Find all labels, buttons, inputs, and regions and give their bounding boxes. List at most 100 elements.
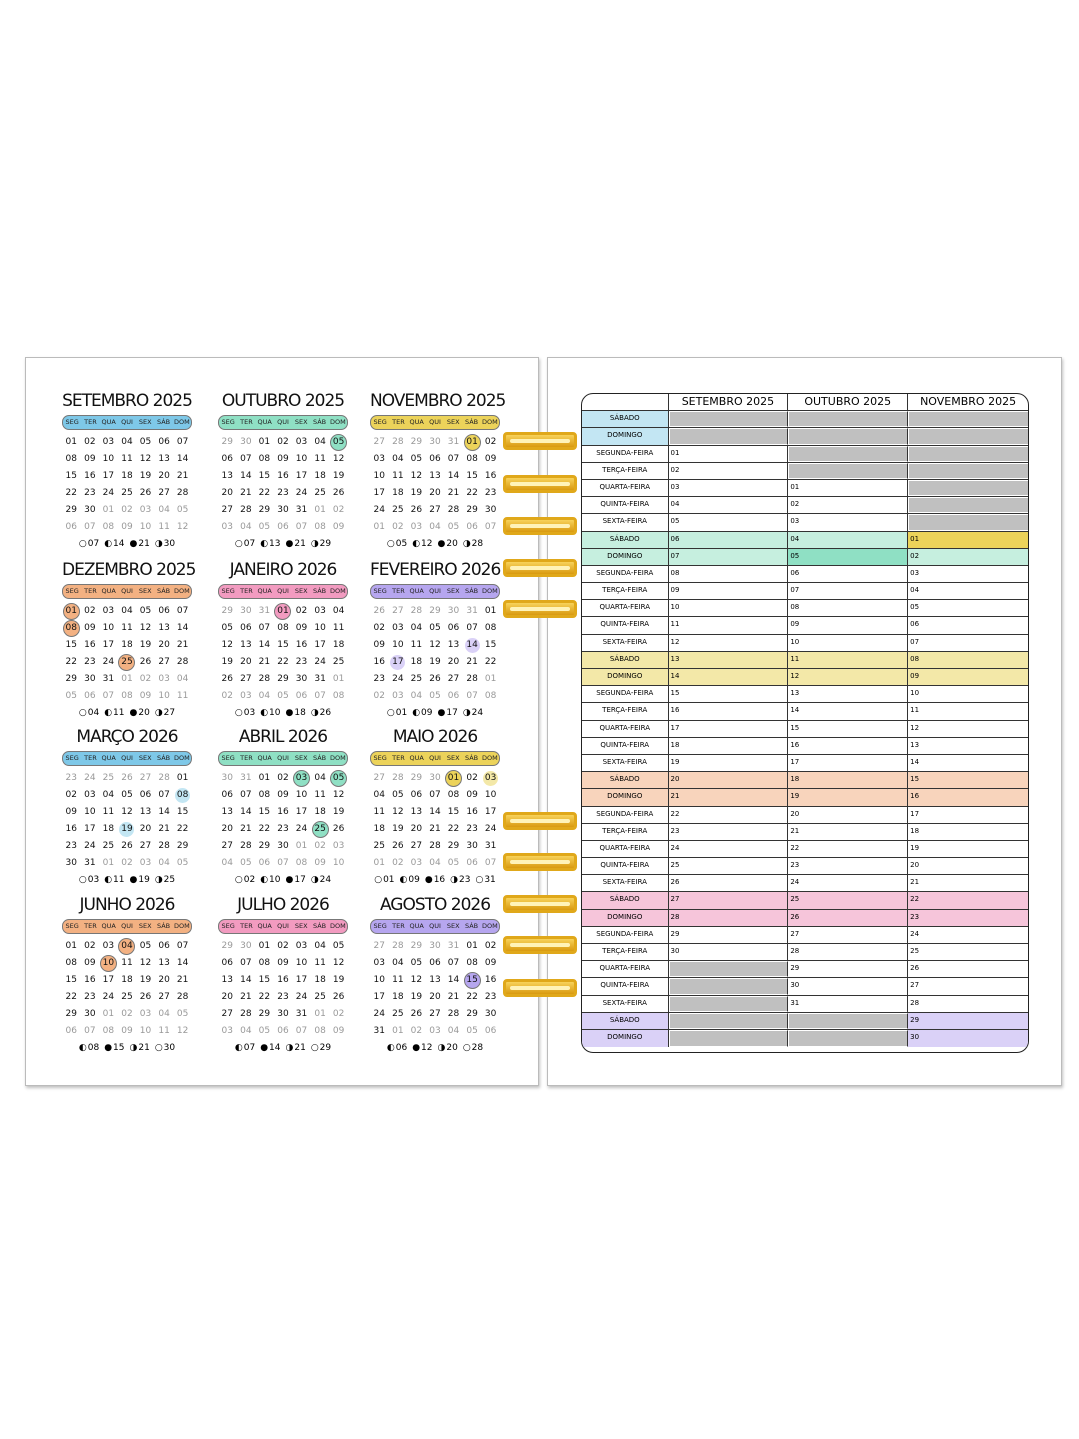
weekday-label: DOM: [481, 922, 498, 930]
day-cell: 19: [407, 485, 426, 502]
day-cell: 05: [118, 787, 137, 804]
week-row: 23 24 25 26 27 28 01: [370, 671, 500, 688]
day-cell: 05: [218, 620, 237, 637]
weekday-label: SEGUNDA-FEIRA: [582, 445, 669, 462]
day-number: 28: [466, 674, 478, 684]
day-number: 30: [84, 1009, 96, 1019]
day-cell: 13: [218, 804, 237, 821]
week-row: 03 04 05 06 07 08 09: [370, 955, 500, 972]
table-row: DOMINGO 07 05 02: [582, 548, 1028, 566]
moon-new-icon: ○: [154, 1043, 163, 1053]
day-cell: 01: [908, 531, 1028, 548]
moon-first-icon: ◐: [412, 539, 421, 549]
day-number: 10: [84, 807, 96, 817]
day-cell: 02: [788, 497, 909, 514]
empty-cell: [788, 1012, 909, 1029]
empty-cell: [788, 462, 909, 479]
day-cell: 09: [669, 583, 789, 600]
day-cell: 30: [463, 838, 482, 855]
day-number: 28: [410, 606, 423, 616]
day-number: 02: [121, 858, 133, 868]
day-number: 15: [65, 471, 77, 481]
day-number: 29: [65, 505, 77, 515]
day-cell: 03: [237, 688, 256, 705]
day-cell: 21: [237, 821, 256, 838]
moon-day: 14: [113, 539, 125, 549]
day-number: 25: [314, 488, 326, 498]
day-cell: 29: [444, 838, 463, 855]
day-cell: 20: [136, 821, 155, 838]
moon-phase: ○ 01: [387, 705, 407, 722]
day-cell: 12: [173, 519, 192, 536]
week-row: 27 28 29 30 31 01 02: [218, 1006, 348, 1023]
day-cell: 06: [218, 955, 237, 972]
moon-phase: ○ 07: [79, 536, 99, 553]
day-number: 11: [314, 958, 326, 968]
weekday-label: SEX: [138, 754, 152, 762]
day-number: 28: [158, 841, 170, 851]
day-number: 07: [484, 858, 497, 868]
day-cell: 02: [329, 502, 348, 519]
day-cell: 06: [136, 787, 155, 804]
day-number: 28: [176, 488, 189, 498]
weekday-header: SEG TER QUA QUI SEX SÁB DOM: [370, 919, 500, 934]
weekday-label: QUA: [409, 587, 424, 595]
moon-last-icon: ◑: [154, 708, 163, 718]
table-row: SÁBADO 13 11 08: [582, 651, 1028, 669]
day-number: 06: [277, 522, 289, 532]
moon-day: 11: [113, 708, 125, 718]
empty-cell: [908, 479, 1028, 497]
day-number: 07: [466, 691, 478, 701]
day-number: 05: [392, 790, 404, 800]
day-number: 23: [84, 992, 96, 1002]
day-cell: 14: [255, 637, 274, 654]
day-number: 17: [373, 488, 385, 498]
day-cell: 25: [389, 502, 408, 519]
week-row: 12 13 14 15 16 17 18: [218, 637, 348, 654]
moon-day: 03: [87, 875, 100, 885]
day-number: 03: [139, 858, 152, 868]
moon-phase: ● 17: [438, 705, 458, 722]
day-cell: 01: [311, 1006, 330, 1023]
day-number: 14: [176, 958, 189, 968]
weekday-label: SEXTA-FEIRA: [582, 754, 669, 772]
day-cell: 01: [255, 938, 274, 955]
moon-day: 21: [294, 539, 306, 549]
day-number: 01: [314, 505, 326, 515]
day-cell: 04: [444, 1023, 463, 1040]
day-cell: 10: [370, 972, 389, 989]
weekday-label: SEXTA-FEIRA: [582, 875, 669, 892]
day-cell: 07: [237, 955, 256, 972]
day-cell: 19: [136, 468, 155, 485]
day-cell: 14: [463, 637, 482, 654]
day-number: 10: [332, 858, 345, 868]
day-number: 12: [429, 640, 441, 650]
day-cell: 30: [481, 502, 500, 519]
day-cell: 19: [389, 821, 408, 838]
moon-day: 25: [163, 875, 176, 885]
weekday-label: DOM: [329, 922, 346, 930]
day-cell: 30: [426, 938, 445, 955]
day-cell: 17: [389, 654, 408, 671]
day-number: 04: [121, 437, 133, 447]
moon-day: 24: [319, 875, 332, 885]
moon-last-icon: ◑: [129, 1043, 138, 1053]
day-cell: 28: [255, 671, 274, 688]
day-number: 16: [295, 640, 308, 650]
moon-day: 09: [421, 708, 433, 718]
weekday-label: SÁB: [156, 587, 171, 595]
day-cell: 03: [407, 519, 426, 536]
day-number: 29: [176, 841, 189, 851]
table-row: SEXTA-FEIRA 31 28: [582, 995, 1028, 1013]
day-number: 27: [429, 1009, 441, 1019]
day-number: 01: [258, 941, 271, 951]
day-cell: 07: [463, 688, 482, 705]
month-calendar: JUNHO 2026 SEG TER QUA QUI SEX SÁB DOM 01 02 03 04 0…: [62, 894, 192, 1057]
weekday-label: SÁBADO: [582, 892, 669, 909]
day-cell: 02: [118, 1006, 137, 1023]
day-cell: 01: [444, 770, 463, 787]
day-cell: 28: [155, 838, 174, 855]
day-number: 20: [240, 657, 252, 667]
day-number: 07: [447, 958, 460, 968]
day-number: 31: [373, 1026, 385, 1036]
